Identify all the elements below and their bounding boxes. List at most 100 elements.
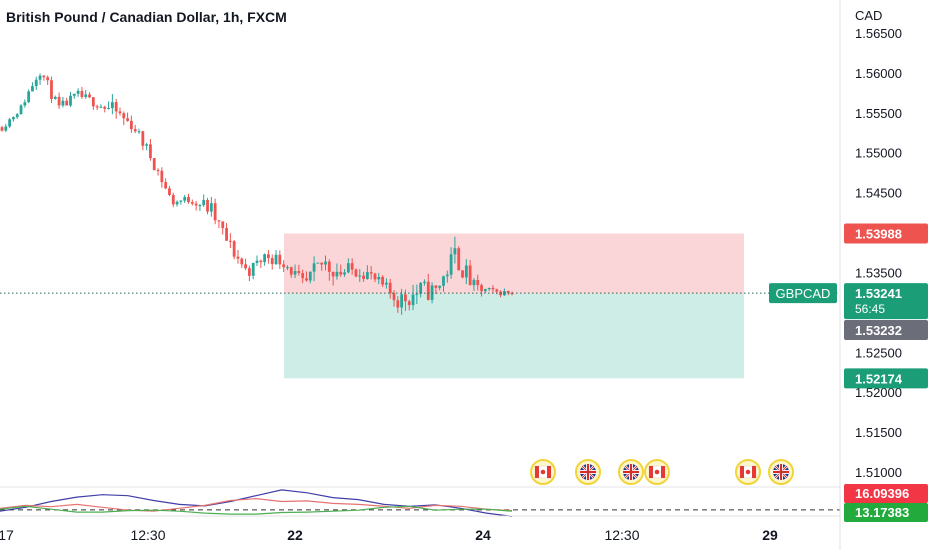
canada-flag-band-right xyxy=(547,466,551,478)
maple-leaf-icon xyxy=(540,469,546,475)
candle-body xyxy=(312,263,316,272)
candle-body xyxy=(145,144,149,146)
candle-body xyxy=(80,90,84,97)
candle-body xyxy=(388,282,392,294)
symbol-label: GBPCAD xyxy=(776,286,831,301)
candle-body xyxy=(293,271,297,275)
candle-body xyxy=(247,268,251,276)
symbol-tag[interactable] xyxy=(769,283,837,304)
candle-body xyxy=(392,293,396,301)
candle-body xyxy=(76,90,80,94)
candle-body xyxy=(445,274,449,277)
time-axis-label: 24 xyxy=(475,527,491,543)
currency-label: CAD xyxy=(855,8,882,23)
indicator-bottom-tag[interactable] xyxy=(844,503,928,522)
candle-body xyxy=(255,260,259,263)
candle-body xyxy=(270,258,274,265)
candle-body xyxy=(476,279,480,286)
candle-body xyxy=(396,300,400,308)
candle-body xyxy=(160,170,164,183)
candle-body xyxy=(15,114,19,118)
candle-body xyxy=(168,188,171,196)
candle-body xyxy=(457,248,461,271)
time-axis-label: 17 xyxy=(0,527,14,543)
candle-body xyxy=(221,221,225,229)
candle-body xyxy=(53,96,57,99)
candle-body xyxy=(282,264,286,268)
candle-body xyxy=(137,131,141,133)
indicator-top-tag[interactable] xyxy=(844,484,928,503)
time-axis-label: 29 xyxy=(762,527,778,543)
candle-body xyxy=(365,272,369,279)
candle-body xyxy=(130,120,133,130)
candle-body xyxy=(404,294,407,302)
candle-body xyxy=(369,272,373,274)
stop-loss-zone[interactable] xyxy=(284,233,744,294)
candle-body xyxy=(225,228,228,241)
indicator-top-label: 16.09396 xyxy=(855,486,909,501)
candle-body xyxy=(480,285,483,292)
candle-body xyxy=(316,262,320,264)
candle-body xyxy=(175,201,179,205)
candle-body xyxy=(327,261,331,272)
price-tick-label: 1.55000 xyxy=(855,146,902,161)
candle-body xyxy=(373,273,377,280)
take-profit-price-label: 1.52174 xyxy=(855,371,903,386)
stop-loss-price-tag[interactable] xyxy=(844,223,928,244)
indicator-series-1 xyxy=(0,489,513,517)
candle-body xyxy=(103,106,107,109)
candle-body xyxy=(114,102,118,112)
candle-body xyxy=(438,285,442,288)
candle-body xyxy=(209,203,213,212)
candle-body xyxy=(34,79,38,87)
candle-body xyxy=(133,129,137,132)
candle-body xyxy=(217,220,221,222)
take-profit-price-tag[interactable] xyxy=(844,368,928,389)
candle-body xyxy=(491,287,495,290)
candle-body xyxy=(468,265,472,286)
chart-title: British Pound / Canadian Dollar, 1h, FXC… xyxy=(6,9,287,25)
time-axis-label: 12:30 xyxy=(130,527,165,543)
candle-body xyxy=(297,271,301,274)
last-price-tag[interactable] xyxy=(844,283,928,320)
candle-body xyxy=(259,260,263,263)
candle-body xyxy=(72,93,76,96)
price-tick-label: 1.55500 xyxy=(855,106,902,121)
price-tick-label: 1.56500 xyxy=(855,26,902,41)
canada-flag-band-left xyxy=(649,466,653,478)
canada-flag-band-left xyxy=(740,466,744,478)
candle-body xyxy=(278,254,282,265)
candle-body xyxy=(8,119,12,127)
candle-body xyxy=(286,267,289,269)
candle-body xyxy=(407,301,411,306)
candle-body xyxy=(118,111,122,114)
candle-body xyxy=(206,199,209,212)
canada-flag-band-right xyxy=(661,466,665,478)
maple-leaf-icon xyxy=(745,469,751,475)
candle-body xyxy=(244,264,247,269)
time-axis-label: 12:30 xyxy=(604,527,639,543)
candle-body xyxy=(240,258,244,265)
entry-price-tag[interactable] xyxy=(844,320,928,340)
candle-body xyxy=(84,94,88,97)
take-profit-zone[interactable] xyxy=(284,293,744,379)
candle-body xyxy=(411,294,415,306)
candle-body xyxy=(267,254,270,259)
candle-body xyxy=(122,113,126,119)
candle-body xyxy=(415,293,419,295)
candle-body xyxy=(343,272,346,275)
indicator-bottom-label: 13.17383 xyxy=(855,505,909,520)
candle-body xyxy=(61,100,65,106)
candle-body xyxy=(183,197,187,201)
candle-body xyxy=(42,75,46,78)
candle-body xyxy=(301,273,305,279)
candle-body xyxy=(320,262,324,265)
price-tick-label: 1.52500 xyxy=(855,345,902,360)
candle-body xyxy=(506,291,510,294)
price-tick-label: 1.53500 xyxy=(855,265,902,280)
candle-body xyxy=(57,96,61,106)
candle-body xyxy=(263,254,267,263)
candle-body xyxy=(194,203,198,206)
